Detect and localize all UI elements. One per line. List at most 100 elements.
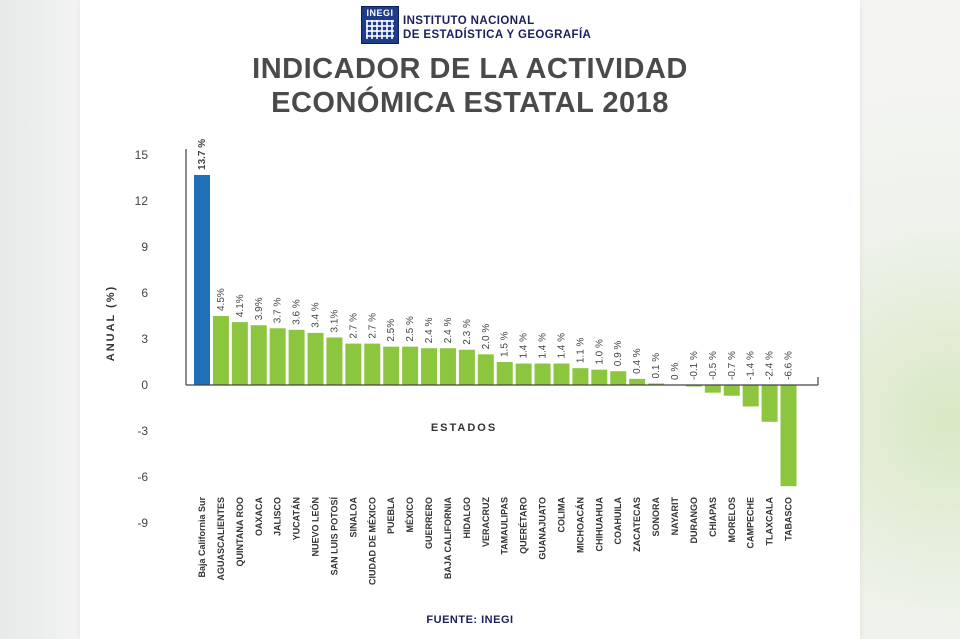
data-label: 1.5 % <box>500 331 511 357</box>
x-tick-label: MÉXICO <box>405 497 415 533</box>
org-name-line1: INSTITUTO NACIONAL <box>403 15 535 27</box>
bar <box>515 363 532 385</box>
bar <box>439 348 456 385</box>
bar <box>496 362 513 385</box>
logo-grid-icon <box>366 20 394 39</box>
x-tick-label: QUERÉTARO <box>519 497 529 554</box>
data-label: -0.5 % <box>708 351 719 380</box>
y-axis-title: ANUAL (%) <box>105 285 117 361</box>
bar <box>421 348 438 385</box>
data-label: 4.5% <box>216 288 227 311</box>
y-tick-label: 3 <box>141 332 148 346</box>
inegi-logo-icon: INEGI <box>361 6 399 44</box>
logo-box-text: INEGI <box>366 8 394 18</box>
y-tick-label: 6 <box>141 286 148 300</box>
data-label: 2.7 % <box>348 313 359 339</box>
chart-title-line2: ECONÓMICA ESTATAL 2018 <box>271 87 669 119</box>
bar <box>648 383 665 385</box>
bar <box>761 385 778 422</box>
data-label: 1.4 % <box>538 333 549 359</box>
data-label: 0.4 % <box>632 348 643 374</box>
x-tick-label: NAYARIT <box>670 497 680 536</box>
data-label: 1.4 % <box>556 333 567 359</box>
bar <box>534 363 551 385</box>
data-label: 3.9% <box>254 297 265 320</box>
x-tick-label: JALISCO <box>273 497 283 536</box>
data-label: 0.9 % <box>613 341 624 367</box>
y-tick-label: 12 <box>135 194 149 208</box>
x-tick-label: QUINTANA ROO <box>235 497 245 567</box>
data-label: 3.6 % <box>292 299 303 325</box>
y-tick-label: 15 <box>135 148 149 162</box>
data-label: 2.3 % <box>462 319 473 345</box>
y-tick-label: 9 <box>141 240 148 254</box>
x-tick-label: ZACATECAS <box>632 497 642 552</box>
x-tick-label: VERACRUZ <box>481 497 491 548</box>
data-label: 2.0 % <box>481 324 492 350</box>
x-tick-label: YUCATÁN <box>292 497 302 540</box>
data-label: 2.7 % <box>367 313 378 339</box>
bar <box>591 369 608 385</box>
x-tick-label: TABASCO <box>784 497 794 541</box>
data-label: 2.5 % <box>405 316 416 342</box>
bar <box>269 328 286 385</box>
x-tick-label: OAXACA <box>254 497 264 537</box>
x-tick-label: PUEBLA <box>386 497 396 535</box>
bar <box>194 174 210 385</box>
bar <box>723 385 740 396</box>
left-background <box>0 0 80 639</box>
bar <box>458 349 475 385</box>
x-tick-label: COLIMA <box>556 497 566 533</box>
x-tick-label: NUEVO LEÓN <box>310 497 321 557</box>
data-label: 1.4 % <box>519 333 530 359</box>
x-tick-label: TAMAULIPAS <box>500 497 510 555</box>
x-tick-label: CIUDAD DE MÉXICO <box>367 497 377 585</box>
data-label: 1.1 % <box>575 337 586 363</box>
data-label: 3.1% <box>329 310 340 333</box>
y-tick-label: -3 <box>137 424 148 438</box>
x-tick-label: GUERRERO <box>424 497 434 549</box>
right-background <box>860 0 960 639</box>
y-tick-label: -9 <box>137 516 148 530</box>
data-label: 2.5% <box>386 319 397 342</box>
data-label: 3.4 % <box>311 302 322 328</box>
bar <box>610 371 627 385</box>
bar <box>231 322 248 385</box>
source-note: FUENTE: INEGI <box>426 614 514 626</box>
inegi-logo: INEGI INSTITUTO NACIONAL DE ESTADÍSTICA … <box>361 4 591 44</box>
data-label: 13.7 % <box>197 139 208 170</box>
bar <box>572 368 589 385</box>
x-tick-label: SINALOA <box>348 496 358 537</box>
bar <box>402 346 419 385</box>
x-tick-label: DURANGO <box>689 497 699 544</box>
bar <box>212 316 229 385</box>
y-tick-label: -6 <box>137 470 148 484</box>
org-name-line2: DE ESTADÍSTICA Y GEOGRAFÍA <box>403 29 592 41</box>
x-tick-label: TLAXCALA <box>765 497 775 546</box>
x-tick-label: AGUASCALIENTES <box>216 497 226 581</box>
data-label: -6.6 % <box>784 351 795 380</box>
bar <box>307 332 324 385</box>
x-tick-label: SONORA <box>651 497 661 537</box>
bar <box>477 354 494 385</box>
x-tick-label: CHIHUAHUA <box>594 497 604 552</box>
data-label: -1.4 % <box>746 351 757 380</box>
x-tick-label: CHIAPAS <box>708 497 718 537</box>
data-label: 4.1% <box>235 294 246 317</box>
data-label: -2.4 % <box>765 351 776 380</box>
data-label: 0.1 % <box>651 353 662 379</box>
y-tick-label: 0 <box>141 378 148 392</box>
bar <box>780 385 797 487</box>
x-tick-label: MICHOACÁN <box>575 497 585 553</box>
data-label: 1.0 % <box>594 339 605 365</box>
bar <box>383 346 400 385</box>
bar <box>553 363 570 385</box>
x-tick-label: HIDALGO <box>462 497 472 539</box>
bar <box>250 325 267 385</box>
bar <box>288 329 305 385</box>
bar <box>364 343 381 385</box>
data-label: 0 % <box>670 363 681 380</box>
bar <box>345 343 362 385</box>
bar <box>629 378 646 385</box>
